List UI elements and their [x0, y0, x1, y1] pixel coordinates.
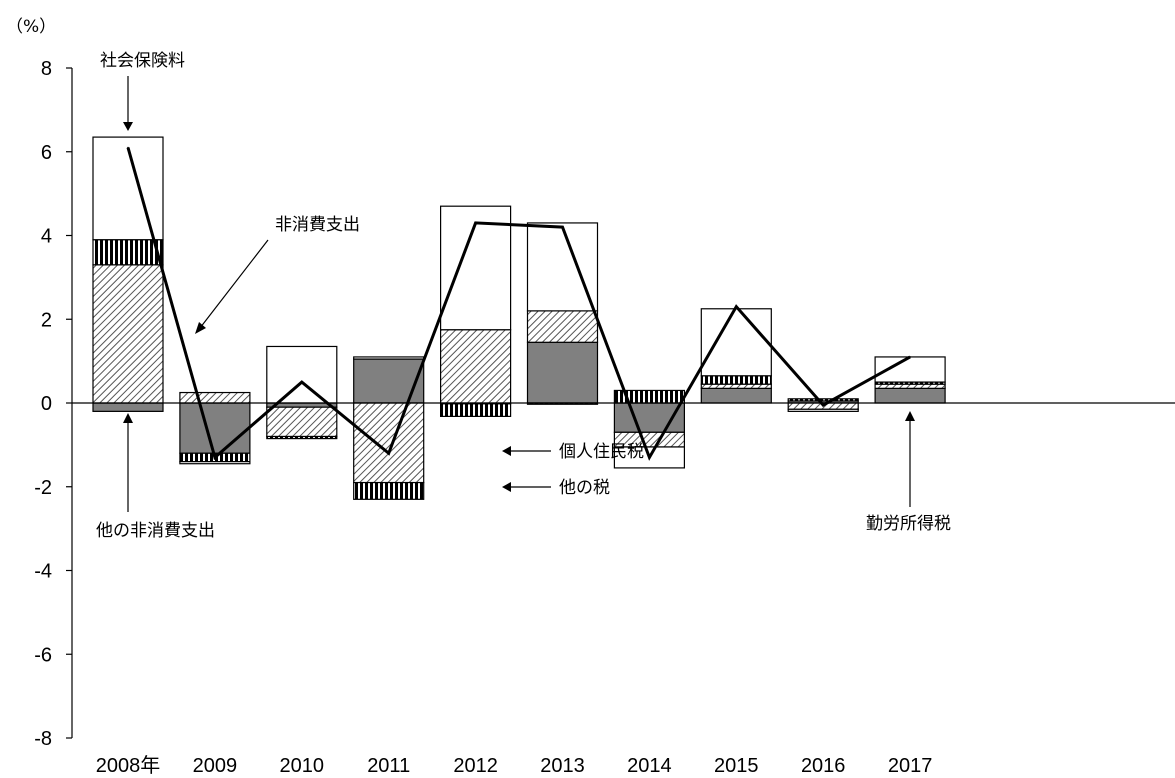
annotations: 社会保険料 非消費支出 他の非消費支出 個人住民税 他の税 勤労所得税 — [96, 51, 951, 541]
x-tick-label: 2014 — [627, 755, 672, 777]
line-point — [474, 222, 477, 224]
bar-segment — [874, 383, 946, 389]
tick-labels: 8 6 4 2 0 -2 -4 -6 -8 2008年 2009 2010 2011 2012 2013 20… — [34, 58, 932, 777]
bar-segment — [353, 402, 425, 484]
bar-segment — [92, 136, 164, 241]
line-point — [648, 456, 651, 459]
bar-segment — [92, 239, 164, 266]
annotation-earned-income-tax: 勤労所得税 — [866, 514, 951, 534]
axes — [66, 67, 73, 739]
arrowhead-resident-tax — [502, 446, 511, 456]
bar-segment — [700, 387, 772, 404]
annotation-social-insurance: 社会保険料 — [100, 51, 185, 71]
bar-segment — [179, 402, 251, 454]
bar-segment — [700, 383, 772, 389]
bar-segment — [179, 461, 251, 465]
bar-segment — [92, 264, 164, 404]
arrowhead-other-non-consumption — [123, 413, 133, 423]
y-tick-label: -8 — [34, 728, 52, 750]
x-tick-label: 2012 — [453, 755, 498, 777]
bar-segment — [874, 356, 946, 383]
x-tick-label: 2016 — [801, 755, 846, 777]
bar-segment — [266, 435, 338, 440]
x-tick-label: 2009 — [193, 755, 238, 777]
line-point — [561, 226, 564, 228]
y-unit-label: （%） — [6, 17, 56, 37]
arrowhead-earned-income-tax — [905, 411, 915, 421]
bar-segment — [266, 406, 338, 438]
y-tick-label: -6 — [34, 644, 52, 666]
y-tick-label: -2 — [34, 477, 52, 499]
bar-segment — [700, 375, 772, 385]
x-tick-label: 2017 — [888, 755, 933, 777]
arrowhead-other-tax — [502, 482, 511, 492]
x-tick-label: 2015 — [714, 755, 759, 777]
arrowhead-social-insurance — [123, 122, 133, 131]
bar-segment — [353, 481, 425, 500]
y-tick-label: 8 — [41, 58, 52, 80]
bar-segment — [700, 308, 772, 377]
line-point — [214, 456, 216, 459]
arrowhead-non-consumption — [195, 322, 206, 334]
y-tick-label: 6 — [41, 142, 52, 164]
y-tick-label: 0 — [41, 393, 52, 415]
line-point — [909, 356, 911, 358]
series-line-non-consumption — [126, 147, 911, 461]
x-tick-label: 2008年 — [96, 754, 161, 777]
annotation-resident-tax: 個人住民税 — [559, 442, 644, 462]
line-point — [387, 452, 390, 455]
bar-segment — [440, 329, 512, 404]
bar-segment — [266, 345, 338, 404]
bar-segment — [92, 402, 164, 412]
x-tick-label: 2010 — [280, 755, 325, 777]
bars-layer — [92, 136, 946, 500]
annotation-other-tax: 他の税 — [559, 478, 610, 498]
bar-segment — [179, 391, 251, 404]
line-point — [822, 404, 824, 406]
bar-segment — [526, 310, 599, 343]
y-tick-label: -4 — [34, 561, 52, 583]
bar-segment — [526, 341, 599, 404]
annotation-other-non-consumption: 他の非消費支出 — [96, 521, 215, 541]
arrow-non-consumption — [199, 239, 269, 329]
line-layer — [126, 146, 911, 461]
bar-segment — [787, 398, 859, 402]
annotation-non-consumption: 非消費支出 — [275, 215, 360, 235]
bar-segment — [787, 408, 859, 412]
line-point — [127, 146, 129, 149]
bar-segment — [874, 387, 946, 404]
y-tick-label: 2 — [41, 309, 52, 331]
bar-segment — [526, 222, 599, 312]
bar-segment — [440, 403, 512, 417]
line-point — [735, 305, 738, 308]
y-tick-label: 4 — [41, 226, 52, 248]
line-point — [301, 381, 303, 383]
x-tick-label: 2013 — [540, 755, 585, 777]
bar-segment — [353, 358, 425, 404]
x-tick-label: 2011 — [367, 755, 410, 777]
bar-segment — [353, 356, 425, 360]
